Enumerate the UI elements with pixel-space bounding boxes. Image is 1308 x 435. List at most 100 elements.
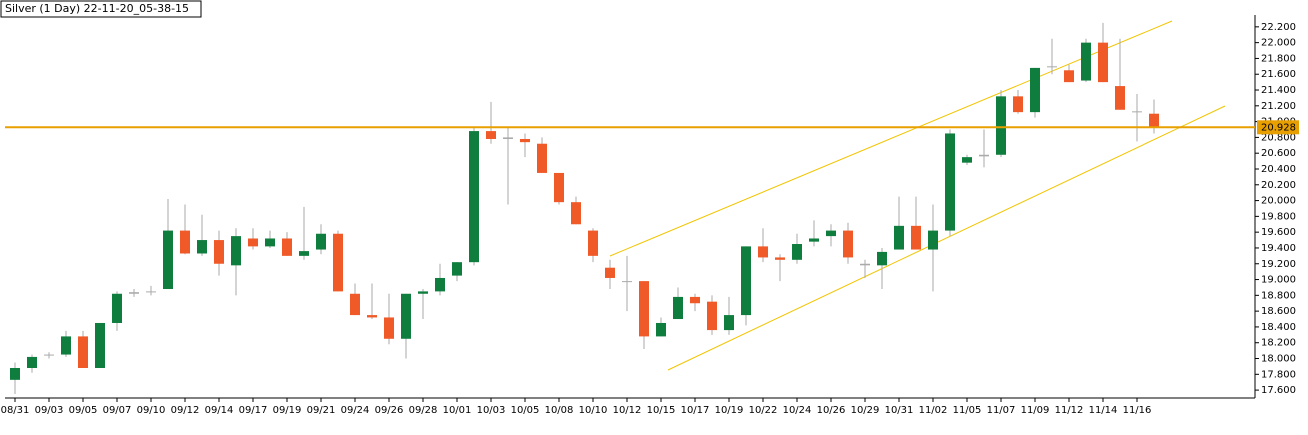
- candle-body: [435, 277, 445, 292]
- candle-body: [1047, 66, 1057, 68]
- y-tick-label: 21.600: [1261, 69, 1296, 80]
- candle-body: [10, 367, 20, 380]
- x-tick-label: 09/14: [205, 405, 234, 416]
- y-tick-label: 18.800: [1261, 290, 1296, 301]
- y-tick-label: 22.200: [1261, 22, 1296, 33]
- y-tick-label: 18.200: [1261, 338, 1296, 349]
- x-tick-label: 09/07: [103, 405, 132, 416]
- y-tick-label: 21.400: [1261, 85, 1296, 96]
- candle-body: [979, 154, 989, 157]
- x-tick-label: 09/12: [171, 405, 200, 416]
- candle-body: [1098, 42, 1108, 83]
- x-tick-label: 10/01: [443, 405, 472, 416]
- candle-body: [996, 96, 1006, 155]
- candle-body: [231, 236, 241, 266]
- x-tick-label: 10/05: [511, 405, 540, 416]
- candle-body: [826, 230, 836, 237]
- candle-body: [333, 233, 343, 292]
- y-tick-label: 17.800: [1261, 369, 1296, 380]
- y-tick-label: 19.000: [1261, 275, 1296, 286]
- candle-body: [605, 267, 615, 278]
- candle-body: [214, 240, 224, 264]
- candle-body: [503, 137, 513, 139]
- x-tick-label: 09/21: [307, 405, 336, 416]
- candle-body: [129, 292, 139, 294]
- candle-body: [894, 225, 904, 250]
- marks: [10, 22, 1159, 395]
- candle-body: [316, 233, 326, 250]
- y-tick-label: 18.600: [1261, 306, 1296, 317]
- x-tick-label: 10/03: [477, 405, 506, 416]
- x-tick-label: 10/10: [579, 405, 608, 416]
- x-tick-label: 10/24: [783, 405, 812, 416]
- x-tick-label: 09/10: [137, 405, 166, 416]
- x-tick-label: 10/29: [851, 405, 880, 416]
- candle-body: [78, 336, 88, 368]
- candle-body: [537, 143, 547, 173]
- x-tick-label: 09/26: [375, 405, 404, 416]
- candle-body: [180, 230, 190, 254]
- candle-body: [282, 238, 292, 256]
- candle-body: [554, 172, 564, 203]
- candle-body: [61, 336, 71, 355]
- trend-line-upper: [609, 20, 1173, 257]
- candle-body: [95, 322, 105, 368]
- x-tick-label: 10/22: [749, 405, 778, 416]
- y-tick-label: 21.200: [1261, 101, 1296, 112]
- y-tick-label: 20.000: [1261, 196, 1296, 207]
- candle-body: [877, 251, 887, 266]
- candle-body: [367, 315, 377, 318]
- y-tick-label: 19.200: [1261, 259, 1296, 270]
- candle-body: [265, 238, 275, 247]
- chart-title: Silver (1 Day) 22-11-20_05-38-15: [5, 2, 189, 15]
- candle-body: [945, 133, 955, 231]
- candle-body: [758, 246, 768, 258]
- x-tick-label: 11/09: [1021, 405, 1050, 416]
- candle-body: [673, 296, 683, 320]
- candle-body: [639, 281, 649, 337]
- candle-body: [741, 246, 751, 316]
- x-tick-label: 09/17: [239, 405, 268, 416]
- candle-body: [792, 244, 802, 260]
- x-tick-label: 11/05: [953, 405, 982, 416]
- x-tick-label: 11/16: [1123, 405, 1152, 416]
- x-tick-label: 09/28: [409, 405, 438, 416]
- x-tick-label: 09/03: [35, 405, 64, 416]
- x-tick-label: 11/14: [1089, 405, 1118, 416]
- price-label: 20.928: [1261, 122, 1296, 133]
- candle-body: [928, 230, 938, 250]
- candle-body: [248, 238, 258, 247]
- y-tick-label: 22.000: [1261, 38, 1296, 49]
- candle-body: [1013, 96, 1023, 113]
- y-tick-label: 18.400: [1261, 322, 1296, 333]
- candle-body: [911, 225, 921, 250]
- candle-body: [1030, 67, 1040, 113]
- x-tick-label: 10/26: [817, 405, 846, 416]
- y-tick-label: 19.600: [1261, 227, 1296, 238]
- candle-body: [350, 293, 360, 316]
- candle-body: [163, 230, 173, 290]
- candle-body: [571, 202, 581, 225]
- x-tick-label: 10/31: [885, 405, 914, 416]
- x-tick-label: 10/17: [681, 405, 710, 416]
- candle-body: [775, 257, 785, 260]
- candle-body: [1064, 70, 1074, 83]
- trend-line-lower: [667, 105, 1226, 371]
- candle-body: [384, 317, 394, 339]
- x-tick-label: 10/08: [545, 405, 574, 416]
- x-tick-label: 10/12: [613, 405, 642, 416]
- x-tick-label: 11/02: [919, 405, 948, 416]
- candle-body: [469, 131, 479, 263]
- y-tick-label: 19.800: [1261, 211, 1296, 222]
- candle-body: [112, 293, 122, 323]
- candle-body: [27, 356, 37, 368]
- x-tick-label: 10/15: [647, 405, 676, 416]
- y-tick-label: 20.800: [1261, 132, 1296, 143]
- y-tick-label: 20.600: [1261, 148, 1296, 159]
- y-tick-label: 20.400: [1261, 164, 1296, 175]
- candle-body: [724, 315, 734, 331]
- y-tick-label: 21.800: [1261, 53, 1296, 64]
- price-label-box: [1257, 120, 1299, 135]
